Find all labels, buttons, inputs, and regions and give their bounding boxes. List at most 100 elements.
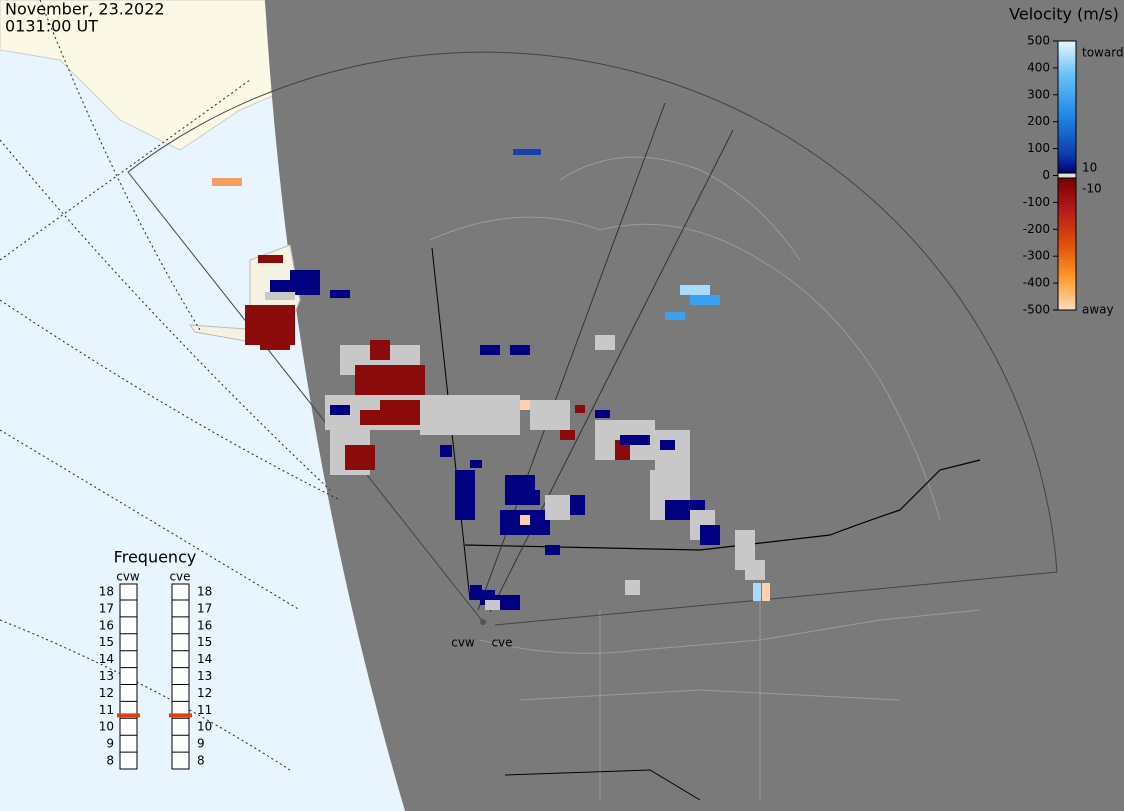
colorbar-tick-label: 100 bbox=[1027, 141, 1050, 155]
echo-cell bbox=[470, 460, 482, 468]
echo-cell bbox=[360, 410, 380, 425]
echo-cell bbox=[745, 560, 765, 580]
echo-cell bbox=[270, 280, 320, 295]
colorbar-tick-label: -500 bbox=[1023, 303, 1050, 317]
colorbar-tick-label: -300 bbox=[1023, 249, 1050, 263]
echo-cell bbox=[545, 545, 560, 555]
radar-site bbox=[480, 619, 486, 625]
echo-cell bbox=[753, 583, 761, 601]
frequency-column bbox=[171, 583, 190, 770]
echo-cell bbox=[370, 340, 390, 360]
echo-cell bbox=[480, 345, 500, 355]
colorbar-threshold-label: -10 bbox=[1082, 182, 1102, 196]
frequency-title: Frequency bbox=[114, 548, 197, 567]
frequency-tick-label: 17 bbox=[197, 601, 212, 615]
frequency-tick-label: 15 bbox=[99, 635, 114, 649]
echo-cell bbox=[762, 583, 770, 601]
frequency-panel: cvw18171615141312111098cve18171615141312… bbox=[99, 570, 212, 770]
frequency-tick-label: 14 bbox=[99, 652, 114, 666]
frequency-tick-label: 13 bbox=[99, 669, 114, 683]
echo-cell bbox=[520, 515, 530, 525]
border bbox=[464, 459, 981, 551]
time: 0131:00 UT bbox=[5, 17, 98, 36]
colorbar-tick-label: 400 bbox=[1027, 60, 1050, 74]
coastlines bbox=[429, 156, 981, 800]
radar-name: cvw bbox=[116, 570, 140, 584]
frequency-column bbox=[119, 583, 138, 770]
frequency-tick-label: 16 bbox=[197, 618, 212, 632]
echo-cell bbox=[290, 270, 320, 280]
echo-cell bbox=[455, 470, 475, 520]
echo-cell bbox=[330, 405, 350, 415]
frequency-tick-label: 15 bbox=[197, 635, 212, 649]
echo-cell bbox=[700, 525, 720, 545]
echo-cell bbox=[265, 292, 295, 300]
colorbar bbox=[1057, 40, 1077, 311]
latitude-grid bbox=[0, 0, 341, 771]
echo-cell bbox=[570, 495, 585, 515]
echo-cell bbox=[520, 400, 530, 410]
echo-cell bbox=[420, 395, 520, 435]
frequency-tick-label: 17 bbox=[99, 601, 114, 615]
echo-cell bbox=[620, 435, 650, 445]
radar-name: cve bbox=[169, 570, 190, 584]
echo-cell bbox=[595, 335, 615, 350]
frequency-tick-label: 11 bbox=[99, 703, 114, 717]
echo-cell bbox=[625, 580, 640, 595]
border bbox=[504, 769, 701, 801]
frequency-tick-label: 16 bbox=[99, 618, 114, 632]
colorbar-tick-label: -100 bbox=[1023, 195, 1050, 209]
frequency-tick-label: 10 bbox=[197, 720, 212, 734]
frequency-tick-label: 18 bbox=[197, 585, 212, 599]
night-shade bbox=[265, 0, 1124, 811]
colorbar-tick-label: 300 bbox=[1027, 87, 1050, 101]
echo-cell bbox=[690, 295, 720, 305]
echo-cell bbox=[680, 285, 710, 295]
echo-cell bbox=[330, 290, 350, 298]
echo-cells bbox=[212, 149, 770, 610]
frequency-tick-label: 10 bbox=[99, 720, 114, 734]
frequency-tick-label: 9 bbox=[106, 737, 114, 751]
radar-label: cve bbox=[491, 636, 512, 650]
echo-cell bbox=[470, 585, 482, 600]
echo-cell bbox=[495, 595, 520, 610]
colorbar-tick-label: -400 bbox=[1023, 276, 1050, 290]
frequency-tick-label: 12 bbox=[197, 686, 212, 700]
echo-cell bbox=[520, 490, 540, 505]
echo-cell bbox=[510, 345, 530, 355]
echo-cell bbox=[345, 445, 375, 470]
echo-cell bbox=[485, 600, 500, 610]
echo-cell bbox=[595, 410, 610, 418]
frequency-tick-label: 11 bbox=[197, 703, 212, 717]
radar-label: cvw bbox=[451, 636, 475, 650]
toward-label: toward bbox=[1082, 46, 1124, 60]
colorbar-tick-label: -200 bbox=[1023, 222, 1050, 236]
echo-cell bbox=[660, 440, 675, 450]
echo-cell bbox=[513, 149, 541, 155]
colorbar-tick-label: 0 bbox=[1042, 168, 1050, 182]
echo-cell bbox=[258, 255, 283, 263]
echo-cell bbox=[560, 430, 575, 440]
echo-cell bbox=[545, 495, 570, 520]
frequency-tick-label: 14 bbox=[197, 652, 212, 666]
radar-fan bbox=[127, 51, 1058, 626]
colorbar-title: Velocity (m/s) bbox=[1009, 5, 1119, 24]
frequency-tick-label: 18 bbox=[99, 585, 114, 599]
colorbar-tick-label: 500 bbox=[1027, 34, 1050, 48]
colorbar-tick-label: 200 bbox=[1027, 114, 1050, 128]
echo-cell bbox=[212, 178, 242, 186]
echo-cell bbox=[575, 405, 585, 413]
colorbar-threshold-label: 10 bbox=[1082, 160, 1097, 174]
echo-cell bbox=[665, 312, 685, 320]
frequency-tick-label: 8 bbox=[197, 754, 205, 768]
away-label: away bbox=[1082, 303, 1114, 317]
echo-cell bbox=[260, 330, 290, 350]
echo-cell bbox=[440, 445, 452, 457]
echo-cell bbox=[380, 400, 425, 425]
frequency-tick-label: 8 bbox=[106, 754, 114, 768]
echo-cell bbox=[530, 400, 570, 430]
frequency-tick-label: 9 bbox=[197, 737, 205, 751]
frequency-tick-label: 12 bbox=[99, 686, 114, 700]
frequency-tick-label: 13 bbox=[197, 669, 212, 683]
